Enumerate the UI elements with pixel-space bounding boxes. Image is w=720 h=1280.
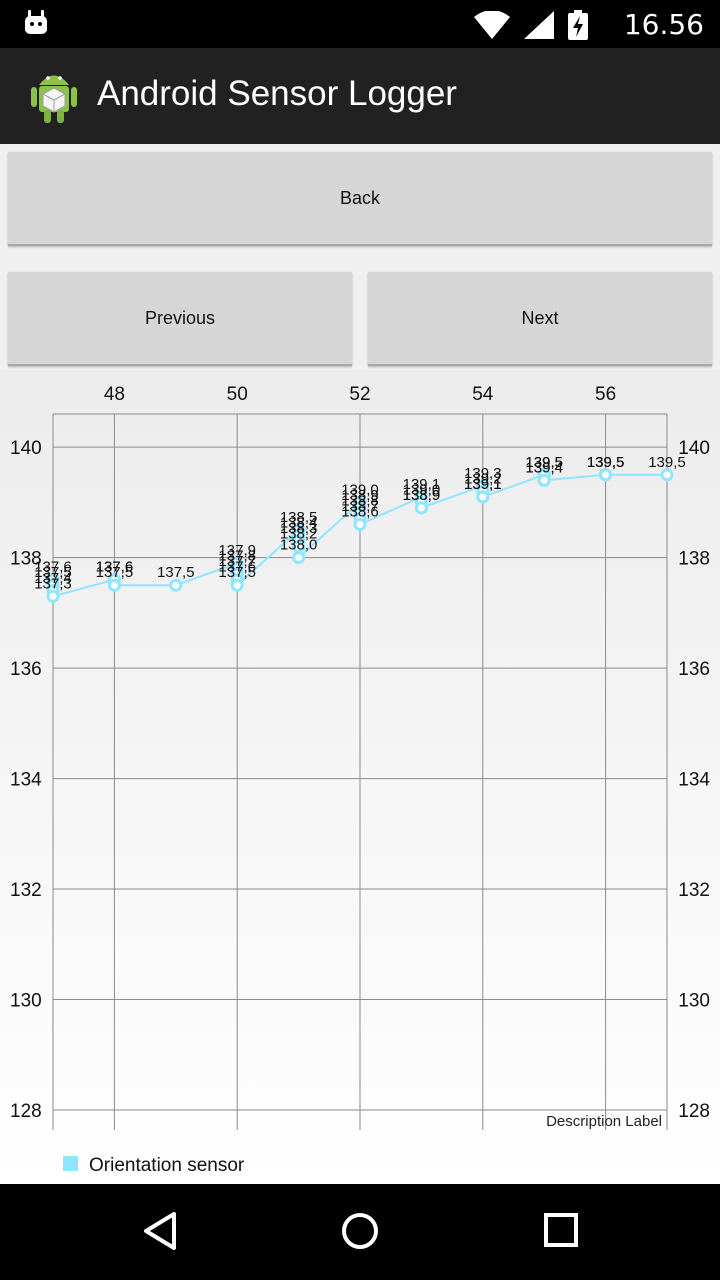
data-point bbox=[353, 517, 367, 531]
data-point bbox=[230, 578, 244, 592]
data-point bbox=[107, 578, 121, 592]
data-point-label: 137,5 bbox=[157, 564, 195, 581]
data-point bbox=[476, 490, 490, 504]
data-point-label: 139,5 bbox=[525, 454, 563, 471]
chart-description-label: Description Label bbox=[546, 1113, 662, 1130]
y-tick-label-right: 136 bbox=[678, 659, 710, 680]
y-tick-label-left: 140 bbox=[10, 438, 42, 459]
data-point-label: 139,0 bbox=[403, 481, 441, 498]
status-time: 16.56 bbox=[623, 8, 704, 41]
data-point-label: 137,6 bbox=[218, 559, 256, 576]
app-logo-icon bbox=[28, 66, 80, 128]
app-title: Android Sensor Logger bbox=[97, 74, 457, 113]
y-tick-label-left: 132 bbox=[10, 880, 42, 901]
previous-button[interactable]: Previous bbox=[8, 272, 352, 366]
y-tick-label-left: 136 bbox=[10, 659, 42, 680]
y-tick-label-right: 132 bbox=[678, 880, 710, 901]
status-icons bbox=[474, 10, 588, 44]
y-tick-label-left: 134 bbox=[10, 770, 42, 791]
y-tick-label-left: 128 bbox=[10, 1101, 42, 1122]
navigation-bar bbox=[0, 1184, 720, 1280]
data-point-label: 139,3 bbox=[464, 465, 502, 482]
recents-nav-icon[interactable] bbox=[542, 1196, 582, 1270]
android-notification-icon bbox=[24, 10, 48, 40]
data-point bbox=[46, 589, 60, 603]
data-point-label: 139,5 bbox=[648, 454, 686, 471]
next-button[interactable]: Next bbox=[368, 272, 712, 366]
data-point-label: 139,1 bbox=[464, 476, 502, 493]
x-tick-label: 52 bbox=[349, 384, 370, 405]
data-point-label: 139,5 bbox=[587, 454, 625, 471]
y-tick-label-right: 130 bbox=[678, 991, 710, 1012]
x-tick-label: 50 bbox=[227, 384, 248, 405]
x-tick-label: 54 bbox=[472, 384, 494, 405]
data-point-label: 137,5 bbox=[34, 564, 72, 581]
data-point-label: 138,5 bbox=[280, 509, 318, 526]
data-point-label: 138,7 bbox=[341, 498, 379, 515]
data-point-label: 137,6 bbox=[96, 559, 134, 576]
y-tick-label-left: 138 bbox=[10, 549, 42, 570]
x-tick-label: 48 bbox=[104, 384, 125, 405]
data-point-label: 138,2 bbox=[280, 526, 318, 543]
data-point bbox=[292, 551, 306, 565]
data-point-label: 139,2 bbox=[464, 470, 502, 487]
data-point-label: 139,0 bbox=[341, 481, 379, 498]
data-point-label: 139,4 bbox=[525, 459, 563, 476]
y-tick-label-right: 134 bbox=[678, 770, 710, 791]
data-point-label: 137,7 bbox=[218, 553, 256, 570]
legend-label: Orientation sensor bbox=[89, 1155, 245, 1176]
data-point-label: 139,4 bbox=[525, 459, 563, 476]
data-point-label: 137,3 bbox=[34, 575, 72, 592]
wifi-icon bbox=[474, 10, 510, 43]
action-bar: Android Sensor Logger bbox=[0, 48, 720, 144]
data-point-label: 137,5 bbox=[218, 564, 256, 581]
data-point-label: 138,9 bbox=[341, 487, 379, 504]
data-point bbox=[414, 501, 428, 515]
data-point-label: 137,6 bbox=[96, 559, 134, 576]
back-nav-icon[interactable] bbox=[140, 1196, 180, 1270]
data-point-label: 138,0 bbox=[280, 537, 318, 554]
y-tick-label-right: 140 bbox=[678, 438, 710, 459]
data-point-label: 138,9 bbox=[403, 487, 441, 504]
data-point-label: 138,8 bbox=[341, 492, 379, 509]
data-point-label: 137,6 bbox=[34, 559, 72, 576]
data-point-label: 139,1 bbox=[464, 476, 502, 493]
data-point-label: 139,5 bbox=[587, 454, 625, 471]
data-point-label: 137,4 bbox=[34, 570, 72, 587]
orientation-line-chart[interactable]: 48 50 52 54 56 128 130 132 134 136 138 140 128 130 1… bbox=[0, 370, 720, 1184]
data-point-label: 139,5 bbox=[525, 454, 563, 471]
y-tick-label-right: 128 bbox=[678, 1101, 710, 1122]
data-point-label: 139,5 bbox=[587, 454, 625, 471]
legend-swatch bbox=[63, 1156, 78, 1171]
data-point bbox=[537, 473, 551, 487]
data-point-label: 137,8 bbox=[218, 548, 256, 565]
x-tick-label: 56 bbox=[595, 384, 616, 405]
data-point-label: 138,3 bbox=[280, 520, 318, 537]
cell-signal-icon bbox=[524, 11, 554, 43]
data-point-label: 138,4 bbox=[280, 515, 318, 532]
data-point bbox=[599, 468, 613, 482]
back-button[interactable]: Back bbox=[8, 152, 712, 246]
data-point-label: 138,6 bbox=[341, 503, 379, 520]
data-point-label: 139,1 bbox=[403, 476, 441, 493]
data-point-label: 138,9 bbox=[403, 487, 441, 504]
battery-charging-icon bbox=[568, 10, 588, 44]
home-nav-icon[interactable] bbox=[340, 1196, 380, 1270]
data-point-label: 137,5 bbox=[96, 564, 134, 581]
data-point-label: 137,9 bbox=[218, 542, 256, 559]
status-bar: 16.56 bbox=[0, 0, 720, 48]
data-point bbox=[169, 578, 183, 592]
y-tick-label-left: 130 bbox=[10, 991, 42, 1012]
data-point bbox=[660, 468, 674, 482]
y-tick-label-right: 138 bbox=[678, 549, 710, 570]
